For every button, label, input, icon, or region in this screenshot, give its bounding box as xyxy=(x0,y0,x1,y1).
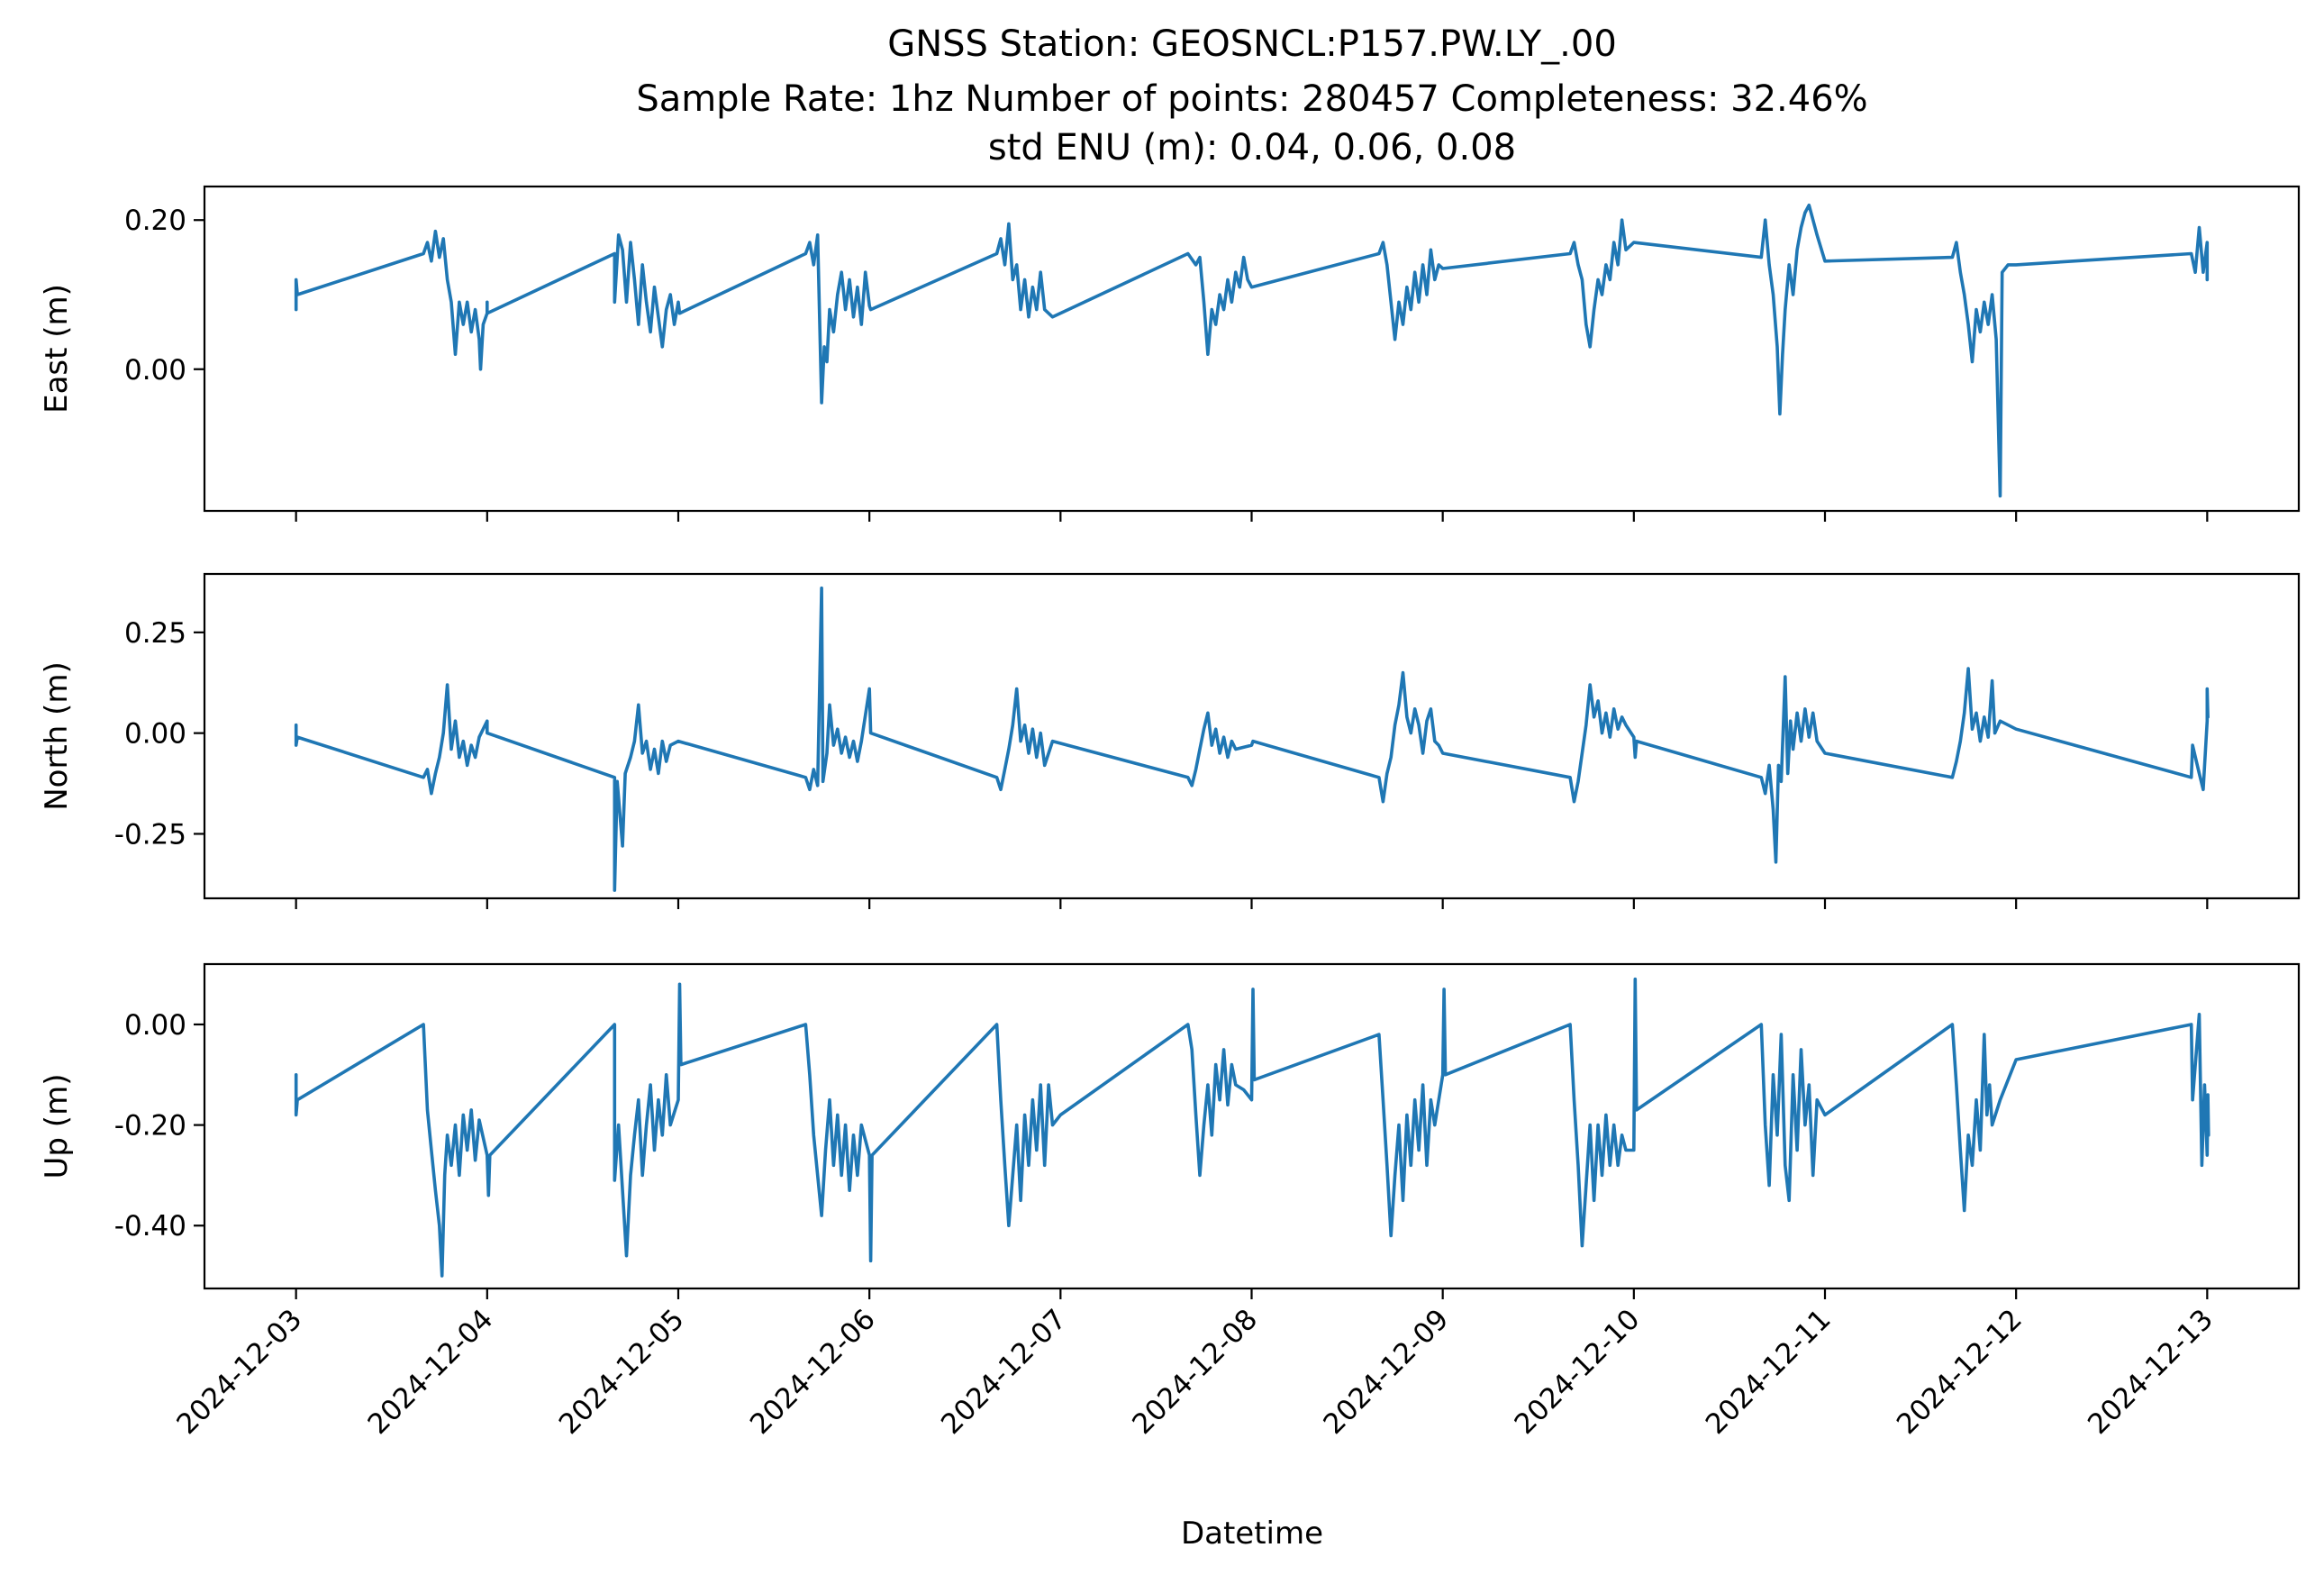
up-series-line xyxy=(294,977,2211,1278)
x-tick-label: 2024-12-04 xyxy=(362,1303,500,1441)
east-panel: 0.20 0.00 East (m) xyxy=(39,185,2301,522)
north-y-tick-label: 0.25 xyxy=(124,617,186,650)
up-y-tick-label: 0.00 xyxy=(124,1009,186,1042)
east-axes-frame xyxy=(203,185,2301,513)
up-y-axis-label: Up (m) xyxy=(39,1074,75,1179)
east-y-tick-label: 0.20 xyxy=(124,205,186,237)
title-line-std-enu: std ENU (m): 0.04, 0.06, 0.08 xyxy=(988,127,1516,168)
east-series-line xyxy=(294,203,2210,498)
x-tick-label: 2024-12-09 xyxy=(1317,1303,1455,1441)
north-y-tick-label: -0.25 xyxy=(114,818,186,851)
north-y-tick-label: 0.00 xyxy=(124,718,186,751)
x-axis-label: Datetime xyxy=(1181,1516,1323,1552)
title-line-station: GNSS Station: GEOSNCL:P157.PW.LY_.00 xyxy=(887,23,1617,65)
title-line-sample-rate: Sample Rate: 1hz Number of points: 28045… xyxy=(636,78,1867,120)
up-panel: 0.00 -0.20 -0.40 Up (m) 2024-12-03 2024-12-04… xyxy=(39,962,2301,1441)
x-tick-label: 2024-12-05 xyxy=(553,1303,691,1441)
x-tick-label: 2024-12-12 xyxy=(1891,1303,2029,1441)
east-y-axis-label: East (m) xyxy=(39,284,75,414)
north-series-line xyxy=(294,586,2210,892)
x-tick-label: 2024-12-06 xyxy=(744,1303,882,1441)
north-axes-frame xyxy=(203,572,2301,900)
east-y-tick-label: 0.00 xyxy=(124,354,186,387)
x-tick-label: 2024-12-13 xyxy=(2082,1303,2220,1441)
x-tick-label: 2024-12-07 xyxy=(935,1303,1073,1441)
north-y-axis-label: North (m) xyxy=(39,661,75,811)
up-y-tick-label: -0.20 xyxy=(114,1110,186,1143)
up-y-tick-label: -0.40 xyxy=(114,1210,186,1243)
figure-title: GNSS Station: GEOSNCL:P157.PW.LY_.00 Sam… xyxy=(636,23,1867,168)
x-tick-label: 2024-12-03 xyxy=(170,1303,308,1441)
x-tick-label: 2024-12-08 xyxy=(1126,1303,1264,1441)
x-tick-label: 2024-12-10 xyxy=(1509,1303,1647,1441)
north-panel: 0.25 0.00 -0.25 North (m) xyxy=(39,572,2301,909)
x-tick-label: 2024-12-11 xyxy=(1700,1303,1838,1441)
